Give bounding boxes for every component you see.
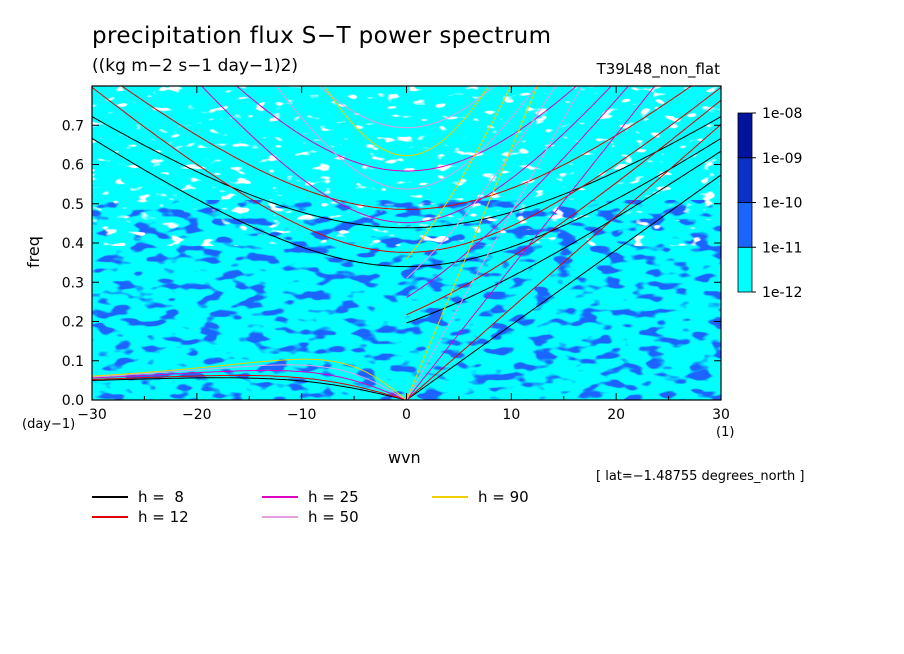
legend-label: h = 90 bbox=[478, 488, 529, 506]
dispersion-curve-rossby bbox=[92, 364, 407, 400]
y-tick-label: 0.6 bbox=[62, 158, 84, 174]
dispersion-curve-ig1 bbox=[92, 86, 721, 253]
legend: h = 8 h = 12 h = 25 h = 50 h = 90 bbox=[92, 488, 572, 528]
dispersion-curve-ig2 bbox=[235, 86, 578, 172]
dispersion-curve-mrg bbox=[406, 86, 512, 260]
run-label: T39L48_non_flat bbox=[596, 60, 720, 78]
dispersion-curve-mrg bbox=[406, 99, 721, 316]
dispersion-curve-kelvin bbox=[406, 86, 583, 400]
dispersion-curve-mrg bbox=[406, 86, 629, 299]
colorbar-segment bbox=[737, 112, 753, 159]
colorbar-segment bbox=[737, 246, 753, 293]
colorbar: 1e-12 1e-11 1e-10 1e-09 1e-08 bbox=[737, 106, 802, 301]
legend-item: h = 8 bbox=[92, 488, 184, 506]
dispersion-curve-mrg bbox=[406, 86, 557, 279]
legend-swatch bbox=[432, 496, 468, 498]
y-tick-label: 0.4 bbox=[62, 236, 84, 252]
colorbar-segment bbox=[737, 202, 753, 248]
dispersion-curve-ig2 bbox=[310, 8, 504, 85]
legend-swatch bbox=[262, 496, 298, 498]
y-unit-label: (day−1) bbox=[22, 417, 76, 432]
field-holes-upper bbox=[92, 86, 721, 246]
colorbar-tick-label: 1e-09 bbox=[762, 151, 802, 167]
dispersion-curves bbox=[92, 8, 721, 400]
legend-item: h = 90 bbox=[432, 488, 529, 506]
legend-item: h = 12 bbox=[92, 508, 189, 526]
legend-swatch bbox=[92, 496, 128, 498]
y-tick-label: 0.3 bbox=[62, 275, 84, 291]
legend-label: h = 12 bbox=[138, 508, 189, 526]
x-tick-label: 10 bbox=[502, 407, 520, 423]
x-tick-label: 0 bbox=[402, 407, 411, 423]
x-tick-label: −30 bbox=[77, 407, 107, 423]
dispersion-curve-kelvin bbox=[406, 86, 656, 400]
colorbar-tick-label: 1e-08 bbox=[762, 106, 802, 122]
dispersion-curve-rossby bbox=[92, 358, 407, 400]
dispersion-curve-kelvin bbox=[406, 124, 721, 400]
dispersion-curve-ig2 bbox=[92, 116, 721, 229]
y-axis-ticks: 0.0 0.1 0.2 0.3 0.4 0.5 0.6 0.7 bbox=[62, 118, 721, 409]
dispersion-curve-ig1 bbox=[92, 137, 721, 268]
legend-swatch bbox=[262, 516, 298, 518]
dispersion-curve-rossby bbox=[92, 374, 407, 400]
colorbar-tick-label: 1e-10 bbox=[762, 196, 802, 212]
dispersion-curve-ig2 bbox=[318, 86, 495, 129]
chart-units: ((kg m−2 s−1 day−1)2) bbox=[92, 56, 299, 76]
legend-label: h = 50 bbox=[308, 508, 359, 526]
dispersion-curve-kelvin bbox=[406, 86, 538, 400]
y-tick-label: 0.5 bbox=[62, 197, 84, 213]
x-tick-label: 30 bbox=[712, 407, 730, 423]
dispersion-curve-mrg bbox=[406, 150, 721, 324]
colorbar-tick-label: 1e-12 bbox=[762, 285, 802, 301]
y-tick-label: 0.2 bbox=[62, 315, 84, 331]
legend-label: h = 25 bbox=[308, 488, 359, 506]
x-tick-label: −10 bbox=[287, 407, 317, 423]
y-tick-label: 0.0 bbox=[62, 393, 84, 409]
legend-label: h = 8 bbox=[138, 488, 184, 506]
x-axis-label: wvn bbox=[388, 448, 421, 467]
spectral-power-field bbox=[92, 8, 721, 400]
legend-item: h = 50 bbox=[262, 508, 359, 526]
chart-title: precipitation flux S−T power spectrum bbox=[92, 23, 552, 49]
dispersion-curve-kelvin bbox=[406, 174, 721, 400]
dispersion-curve-rossby bbox=[92, 377, 407, 400]
legend-swatch bbox=[92, 516, 128, 518]
x-axis-ticks: −30 −20 −10 0 10 20 30 bbox=[77, 86, 730, 423]
dispersion-curve-rossby bbox=[92, 369, 407, 400]
colorbar-segment bbox=[737, 157, 753, 203]
y-tick-label: 0.7 bbox=[62, 118, 84, 134]
x-tick-label: 20 bbox=[607, 407, 625, 423]
latitude-note: [ lat=−1.48755 degrees_north ] bbox=[596, 469, 805, 484]
colorbar-tick-label: 1e-11 bbox=[762, 240, 802, 256]
dispersion-curve-ig1 bbox=[275, 86, 538, 190]
dispersion-curve-ig1 bbox=[201, 86, 612, 224]
x-unit-label: (1) bbox=[716, 425, 735, 440]
x-tick-label: −20 bbox=[182, 407, 212, 423]
legend-item: h = 25 bbox=[262, 488, 359, 506]
dispersion-curve-ig1 bbox=[323, 86, 490, 157]
y-tick-label: 0.1 bbox=[62, 354, 84, 370]
